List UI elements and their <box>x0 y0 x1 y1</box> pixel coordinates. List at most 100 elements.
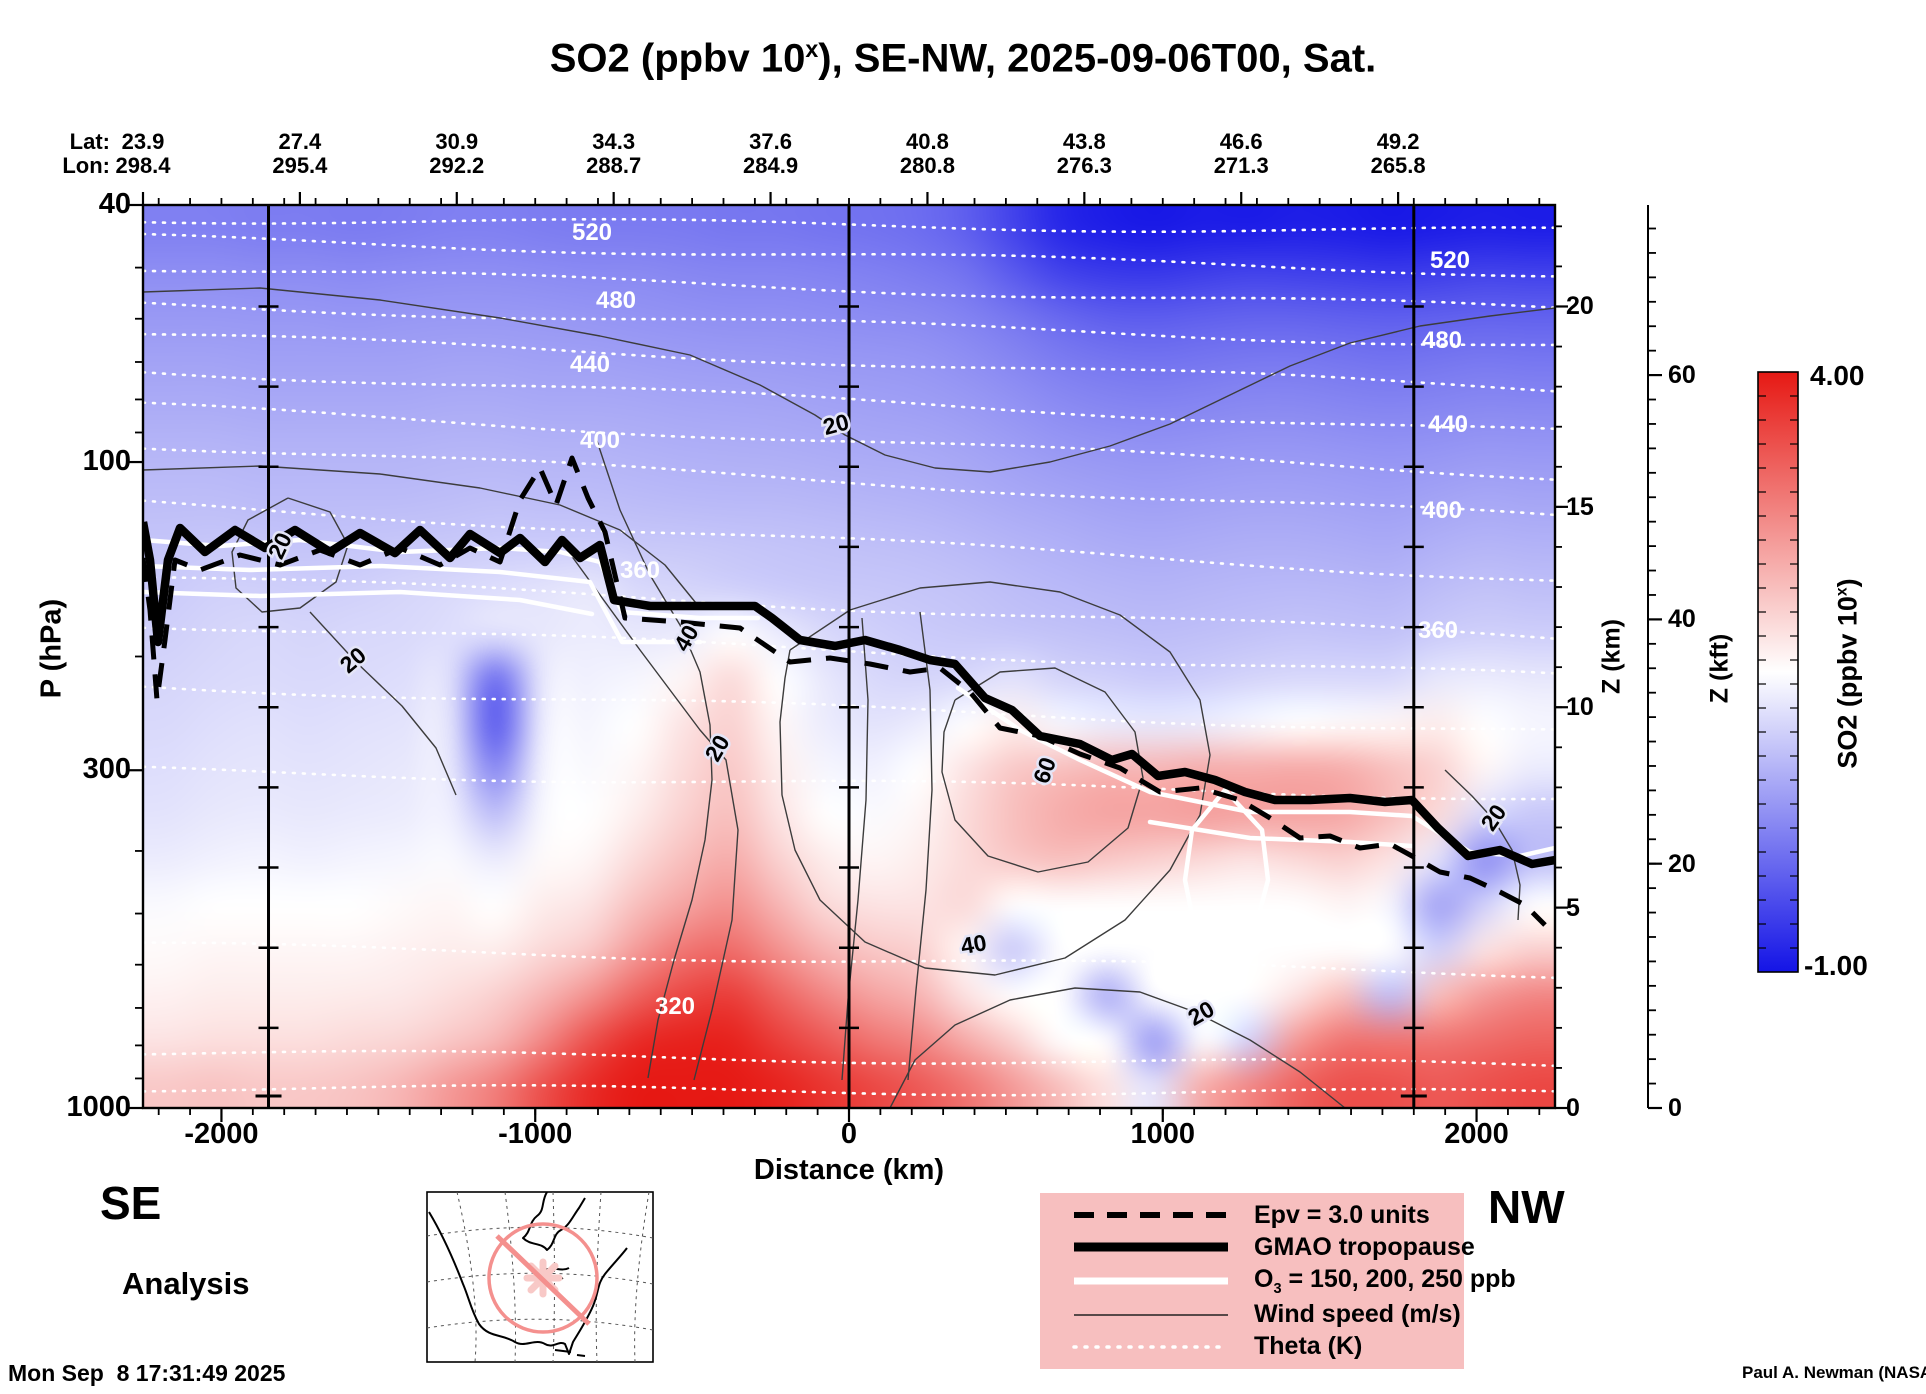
distance-tick-label: 0 <box>840 1118 858 1150</box>
wind-contour-11 <box>1444 769 1521 921</box>
wind-label: 20 <box>335 642 371 678</box>
legend-item: Theta (K) <box>1040 1332 1464 1361</box>
theta-label: 360 <box>1418 617 1458 644</box>
lat-value: 34.3 <box>592 129 636 154</box>
lon-value: 284.9 <box>743 153 799 178</box>
lat-value: 46.6 <box>1219 129 1263 154</box>
wind-contour-3 <box>309 611 457 796</box>
timestamp: Mon Sep 8 17:31:49 2025 <box>8 1360 286 1386</box>
wind-contour-8 <box>841 617 869 1081</box>
legend-item: Epv = 3.0 units <box>1040 1201 1464 1230</box>
wind-contour-0 <box>143 287 1555 473</box>
wind-label: 40 <box>959 929 989 959</box>
wind-contour-10 <box>889 987 1346 1108</box>
lon-value: 271.3 <box>1213 153 1269 178</box>
pressure-tick-label: 40 <box>98 188 131 220</box>
inset-map-graticule <box>456 1192 477 1362</box>
credit: Paul A. Newman (NASA <box>1742 1363 1926 1382</box>
lon-value: 280.8 <box>899 153 955 178</box>
lon-value: 265.8 <box>1370 153 1426 178</box>
legend-item: GMAO tropopause <box>1040 1233 1475 1262</box>
legend-line-sample-thin-gray <box>1074 1313 1228 1316</box>
wind-contour-7 <box>941 667 1144 873</box>
inset-map-coastline <box>554 1349 586 1357</box>
inset-map <box>426 1191 654 1363</box>
wind-label: 20 <box>1183 995 1218 1030</box>
z-kft-tick-label: 60 <box>1668 361 1696 390</box>
theta-label: 360 <box>620 557 660 584</box>
inset-map-graticule <box>427 1318 653 1331</box>
z-km-tick-label: 15 <box>1566 492 1594 521</box>
pressure-tick-label: 100 <box>82 445 131 478</box>
lon-value: 298.4 <box>115 153 171 178</box>
plot-contours: 5204804404003605204804404003603202020204… <box>143 205 1555 1108</box>
legend-item: O3 = 150, 200, 250 ppb <box>1040 1265 1516 1297</box>
distance-tick-label: -1000 <box>498 1118 573 1150</box>
tropopause-line <box>143 521 1555 869</box>
theta-label: 440 <box>570 351 610 378</box>
inset-map-graticule <box>552 1192 555 1362</box>
z-kft-axis-title: Z (kft) <box>1705 633 1734 704</box>
lon-value: 295.4 <box>272 153 328 178</box>
wind-contour-5 <box>559 539 739 1081</box>
theta-label: 520 <box>1430 247 1470 274</box>
wind-label: 60 <box>1028 754 1061 787</box>
z-kft-tick-label: 40 <box>1668 605 1696 634</box>
lon-value: 292.2 <box>429 153 485 178</box>
lat-value: 30.9 <box>435 129 479 154</box>
pressure-tick-label: 1000 <box>66 1091 131 1123</box>
colorbar-max-label: 4.00 <box>1810 360 1865 391</box>
lon-row-label: Lon: <box>62 153 110 178</box>
inset-map-circle <box>487 1222 599 1334</box>
transect-end-label: NW <box>1488 1181 1565 1233</box>
theta-label: 480 <box>1422 327 1462 354</box>
theta-contour-380 <box>143 499 1555 582</box>
theta-label: 480 <box>596 287 636 314</box>
inset-map-graticule <box>595 1192 602 1362</box>
inset-map-graticule <box>427 1226 653 1239</box>
z-km-tick-label: 5 <box>1566 893 1580 922</box>
axis-ticks <box>129 192 1662 1122</box>
analysis-label: Analysis <box>122 1266 250 1301</box>
legend-line-sample-thick-white <box>1074 1277 1228 1285</box>
inset-map-graticule <box>634 1192 650 1362</box>
distance-tick-label: 1000 <box>1130 1118 1196 1150</box>
inset-map-coastline <box>428 1211 628 1355</box>
lat-value: 23.9 <box>121 129 165 154</box>
lat-value: 27.4 <box>278 129 322 154</box>
colorbar <box>1757 371 1799 973</box>
legend-line-sample-dashed-black <box>1074 1212 1228 1219</box>
z-km-tick-label: 20 <box>1566 292 1594 321</box>
epv-line <box>143 455 1547 927</box>
z-km-tick-label: 10 <box>1566 693 1594 722</box>
lat-value: 49.2 <box>1376 129 1420 154</box>
theta-label: 320 <box>655 993 695 1020</box>
wind-contour-9 <box>907 611 933 1081</box>
legend-item-label: Epv = 3.0 units <box>1254 1200 1430 1229</box>
x-axis-title: Distance (km) <box>753 1154 945 1186</box>
legend-line-sample-thick-black <box>1074 1242 1228 1252</box>
inset-map-graticule <box>504 1192 516 1362</box>
lat-value: 37.6 <box>749 129 792 154</box>
colorbar-title: SO2 (ppbv 10x) <box>1832 578 1863 769</box>
theta-label: 520 <box>572 219 612 246</box>
z-kft-tick-label: 20 <box>1668 849 1696 878</box>
legend-item-label: O3 = 150, 200, 250 ppb <box>1254 1264 1516 1297</box>
wind-contour-4 <box>595 437 713 1079</box>
y-axis-title: P (hPa) <box>35 598 68 699</box>
lat-row-label: Lat: <box>69 129 110 154</box>
lon-value: 276.3 <box>1056 153 1112 178</box>
z-km-axis-title: Z (km) <box>1597 619 1626 694</box>
inset-map-transect-line <box>495 1234 591 1326</box>
legend-item-label: GMAO tropopause <box>1254 1232 1475 1261</box>
theta-label: 400 <box>1422 497 1462 524</box>
o3-contour-2 <box>143 589 595 617</box>
wind-contour-6 <box>779 581 1211 976</box>
colorbar-min-label: -1.00 <box>1804 950 1868 981</box>
distance-tick-label: -2000 <box>184 1118 259 1150</box>
distance-tick-label: 2000 <box>1444 1118 1509 1150</box>
transect-start-label: SE <box>100 1177 162 1229</box>
theta-label: 440 <box>1428 411 1468 438</box>
